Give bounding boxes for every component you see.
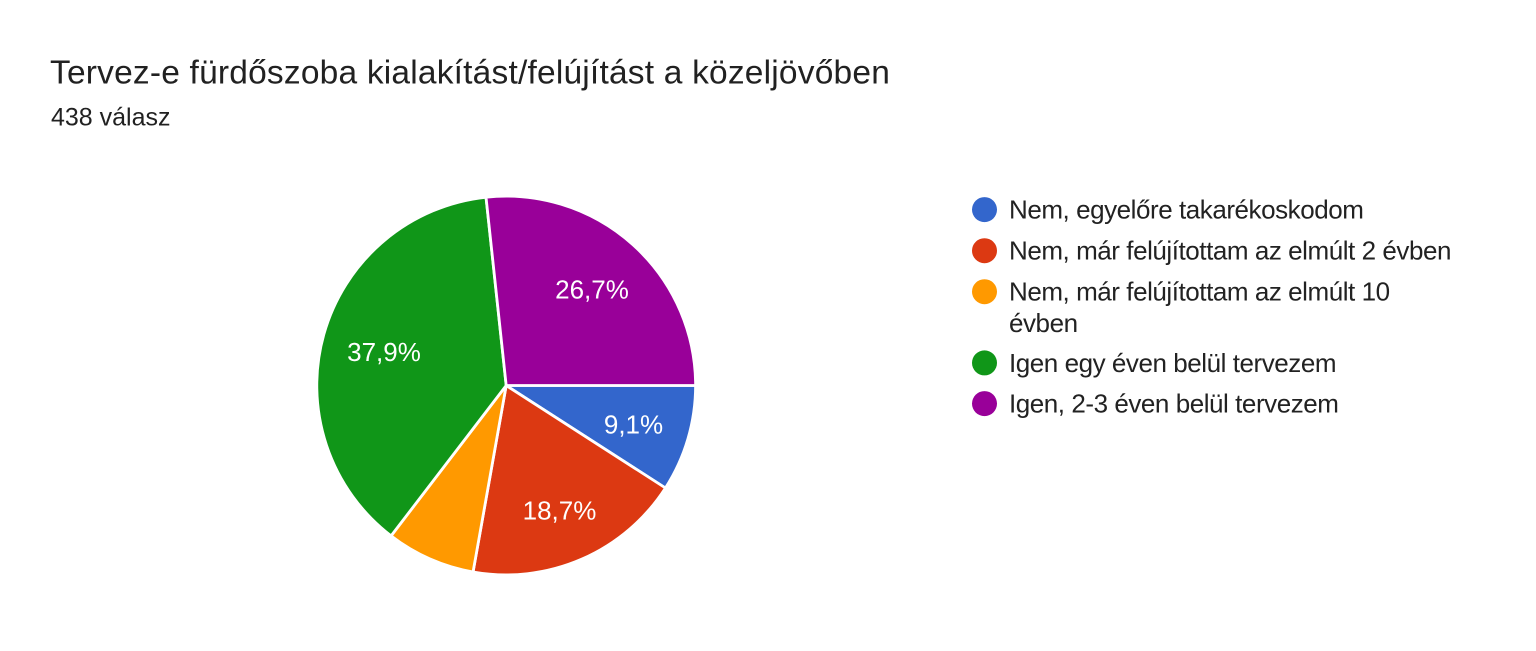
svg-text:9,1%: 9,1% [604, 409, 663, 439]
svg-text:évben: évben [1009, 308, 1078, 338]
svg-text:Igen, 2-3 éven belül tervezem: Igen, 2-3 éven belül tervezem [1009, 389, 1338, 419]
svg-text:Nem, egyelőre takarékoskodom: Nem, egyelőre takarékoskodom [1009, 195, 1363, 225]
svg-text:26,7%: 26,7% [555, 275, 629, 305]
svg-text:37,9%: 37,9% [347, 337, 421, 367]
svg-text:Tervez-e fürdőszoba kialakítás: Tervez-e fürdőszoba kialakítást/felújítá… [50, 54, 890, 91]
svg-text:18,7%: 18,7% [523, 495, 597, 525]
svg-text:438 válasz: 438 válasz [51, 104, 171, 132]
svg-text:Igen egy éven belül tervezem: Igen egy éven belül tervezem [1009, 348, 1336, 378]
svg-text:Nem, már felújítottam az elmúl: Nem, már felújítottam az elmúlt 2 évben [1009, 236, 1451, 266]
svg-text:Nem, már felújítottam az elmúl: Nem, már felújítottam az elmúlt 10 [1009, 277, 1390, 307]
